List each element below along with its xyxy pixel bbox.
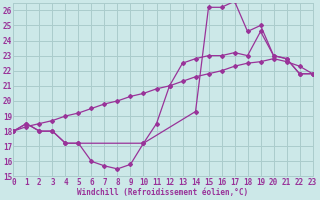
X-axis label: Windchill (Refroidissement éolien,°C): Windchill (Refroidissement éolien,°C): [77, 188, 249, 197]
